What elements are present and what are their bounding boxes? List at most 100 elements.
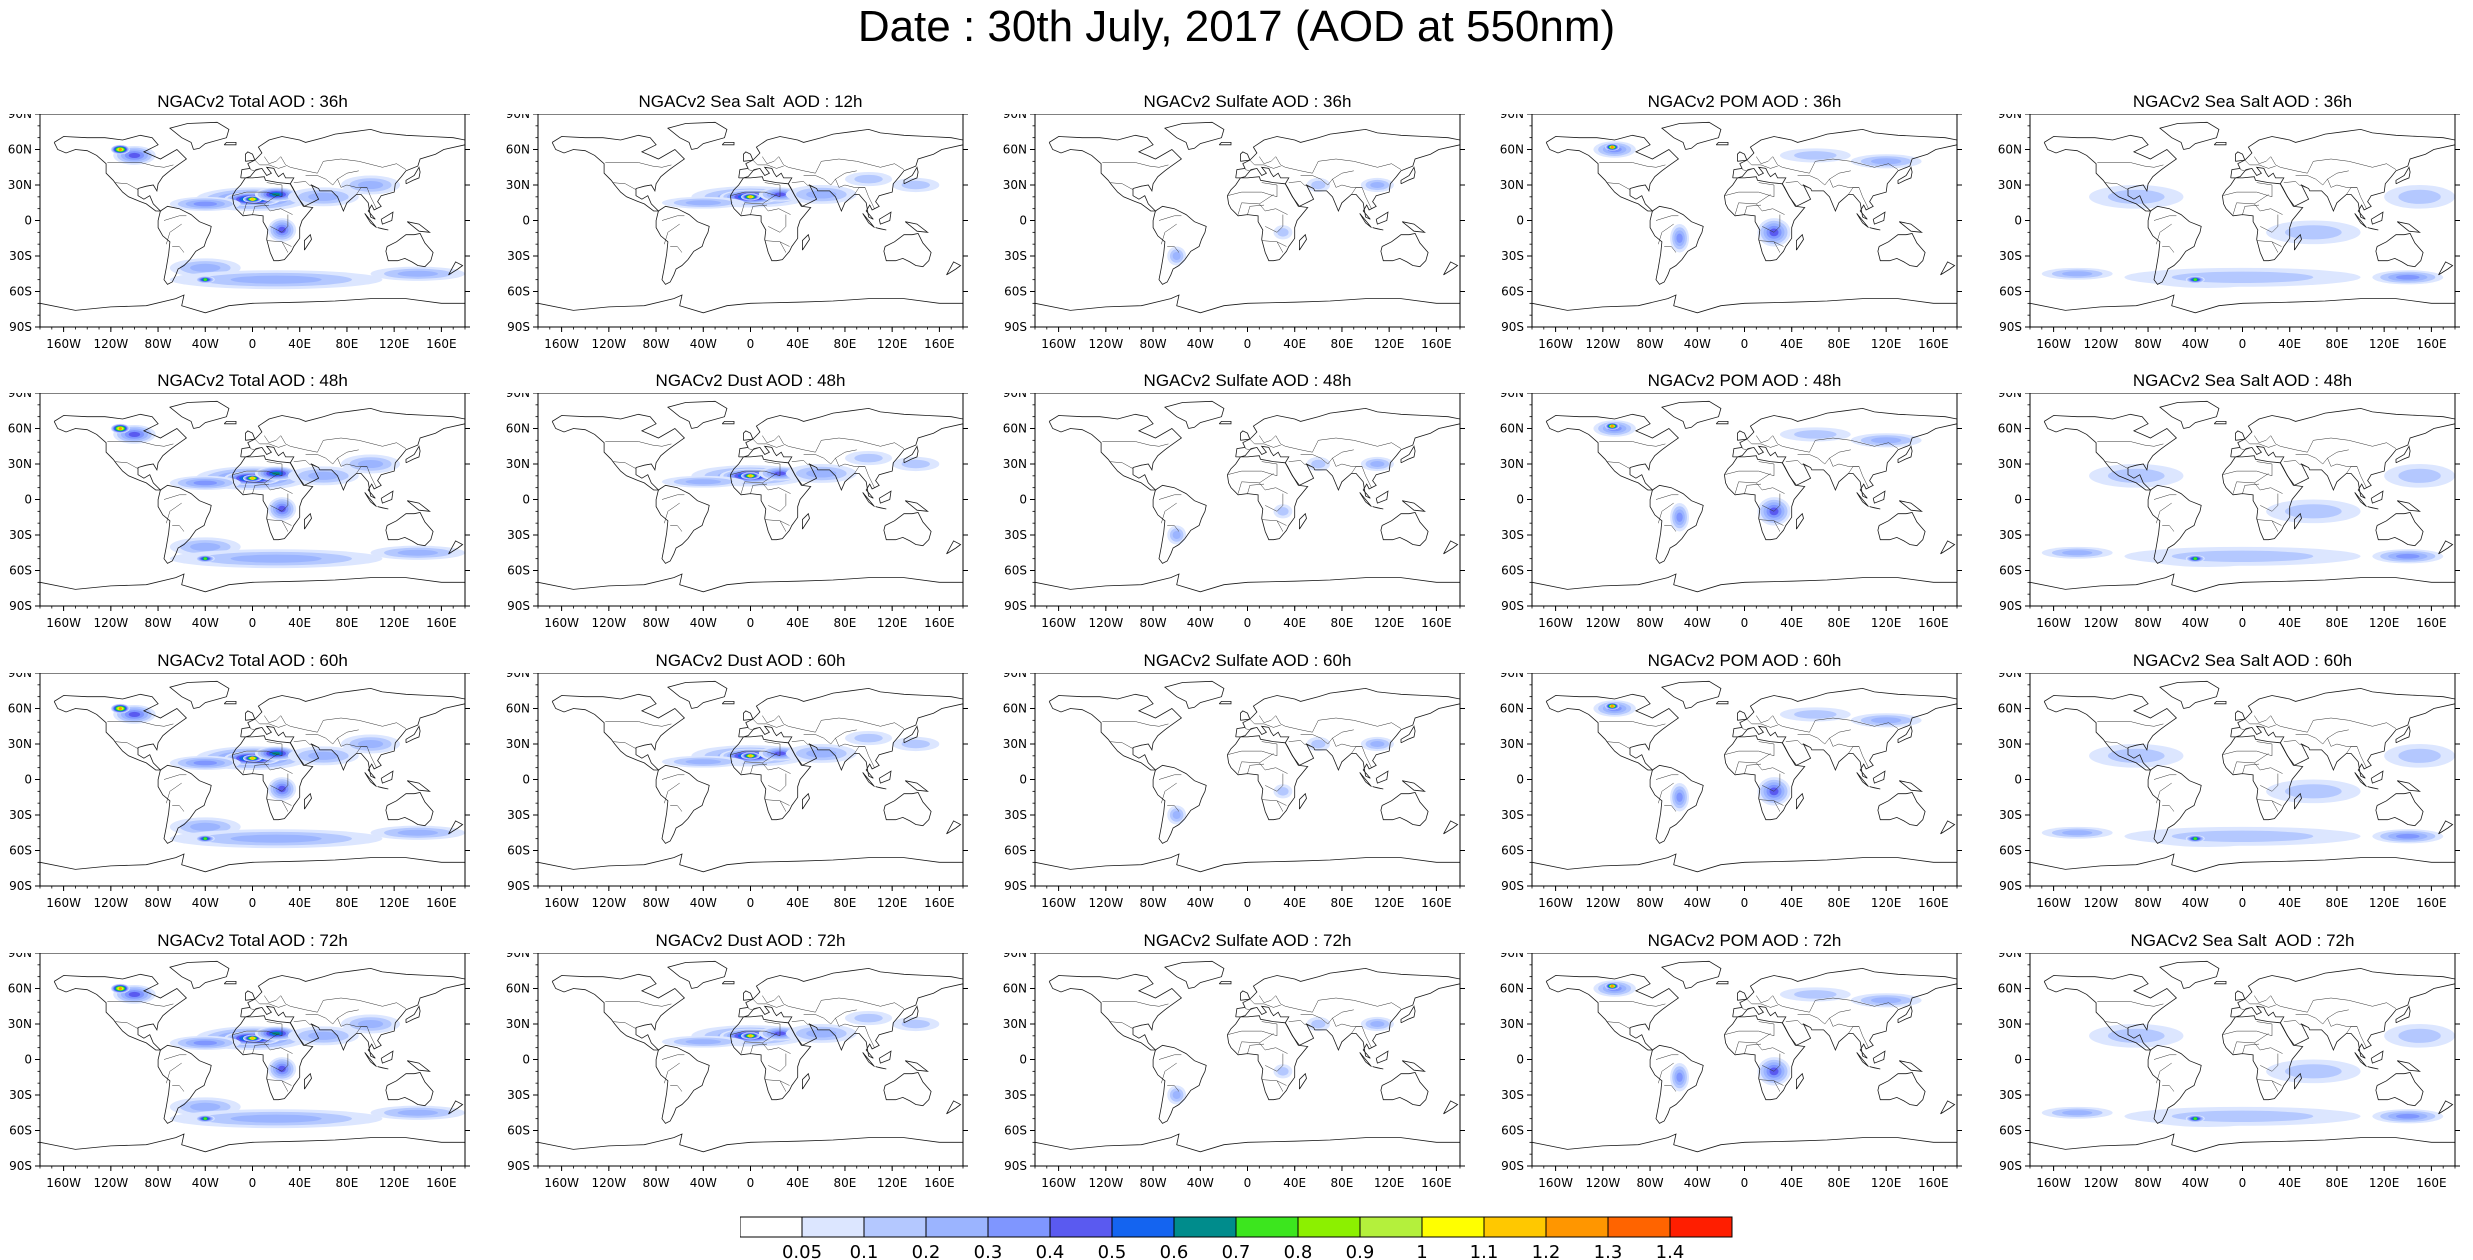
coastline [1235,128,1460,220]
aod-field [1167,736,1394,825]
coastline [2159,960,2220,989]
coastline [1218,420,1232,425]
coastline [2438,261,2454,276]
coastline [2396,221,2421,233]
lat-label: 0 [1516,773,1524,787]
lat-label: 60N [1003,143,1027,157]
country-border [114,741,139,749]
lon-label: 0 [747,337,755,351]
country-border [281,520,289,532]
coastline [1443,540,1459,555]
country-border [1109,1021,1134,1029]
country-border [1829,729,1851,739]
lat-label: 60N [1500,702,1524,716]
lat-label: 30N [506,737,530,751]
coastline [721,141,735,146]
country-border [2156,223,2172,245]
country-border [2256,519,2282,526]
aod-contour [2285,504,2342,519]
country-border [1245,727,1257,731]
map-plot: 90N 60N 30N 0 30S 60S 90S 160W 120W 80W 40W 0 40E 80E… [1500,673,1962,910]
lon-label: 120W [1585,616,1620,630]
lon-label: 80E [834,896,857,910]
lon-label: 120E [1871,337,1902,351]
colorbar-box [1049,1216,1113,1238]
coastline [1401,500,1426,512]
coastline [2230,687,2455,779]
country-border [2244,998,2276,1008]
country-border [281,800,289,812]
coastline [1048,413,1183,491]
coastline [303,792,312,810]
coastlines [1532,121,1957,314]
aod-contour [806,190,837,199]
lon-label: 40W [1684,616,1711,630]
coastline [1732,407,1957,499]
lon-label: 160E [1918,896,1949,910]
coastline [903,725,919,744]
lon-label: 80W [642,896,669,910]
aod-contour [2062,271,2093,277]
colorbar-label: 0.6 [1160,1242,1189,1260]
coastline [2213,420,2227,425]
country-border [764,519,790,526]
map-plot: 90N 60N 30N 0 30S 60S 90S 160W 120W 80W 40W 0 40E 80E… [1998,673,2460,910]
coastline [377,227,389,231]
country-border [768,773,787,792]
coastline [1856,1052,1869,1067]
coastline [2222,1015,2304,1101]
aod-contour [251,197,254,201]
coastline [2043,134,2178,212]
aod-contour [203,278,207,282]
coastline [1649,764,1704,844]
country-border [281,1080,289,1092]
country-border [788,997,905,1013]
coastline [1724,455,1806,541]
lon-label: 40W [2182,337,2209,351]
country-border [1275,156,1286,168]
country-borders [1599,715,1899,812]
country-border [264,473,279,484]
lat-label: 30S [507,1088,530,1102]
country-border [762,473,777,484]
country-border [664,223,680,245]
coastline [655,484,710,564]
coastlines [2030,680,2455,873]
coastline [1239,990,1251,1001]
lat-label: 60S [507,564,530,578]
aod-contour [1172,251,1181,261]
lat-label: 60S [9,1124,32,1138]
country-border [1606,182,1631,190]
map-panel: NGACv2 Sea Salt AOD : 60h 90N 60N 30N 0 30S 60… [1990,651,2473,931]
map-background [40,673,465,886]
lon-label: 80W [2134,337,2161,351]
map-panel: NGACv2 POM AOD : 36h 90N 60N 30N 0 30S 60S 90S 1… [1492,92,1992,372]
lon-label: 120W [1088,337,1123,351]
aod-contour [1277,228,1289,237]
panel-title: NGACv2 Dust AOD : 60h [655,651,846,670]
country-border [605,721,672,727]
country-border [1109,461,1134,469]
country-border [166,223,182,245]
coastline [862,213,875,228]
aod-contour [749,754,752,758]
coastline [1372,506,1384,510]
coastline [878,770,892,784]
coastline [1940,820,1956,835]
coastline [1732,687,1957,779]
aod-field [1167,456,1394,545]
coastline [1736,430,1748,441]
aod-contour [203,1117,207,1121]
aod-contour [193,201,218,207]
lon-label: 0 [747,1176,755,1190]
coastline [1545,134,1680,212]
lat-label: 90N [506,953,530,960]
coastline [1400,445,1416,464]
country-border [1227,182,1278,198]
country-borders [107,715,407,812]
lon-label: 80E [1828,337,1851,351]
lat-label: 30N [1003,457,1027,471]
lat-label: 90S [507,1159,530,1173]
lat-label: 60N [1500,143,1524,157]
coastline [738,967,963,1059]
